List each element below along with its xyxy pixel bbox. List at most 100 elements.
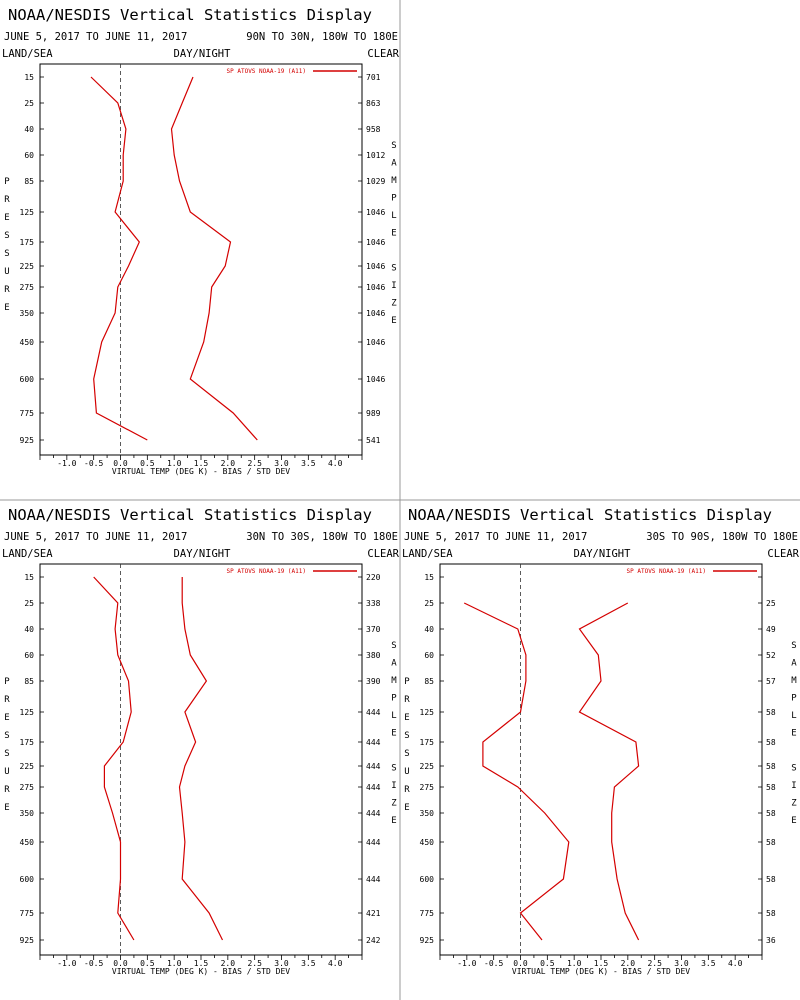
pressure-axis-letter: R — [4, 195, 10, 205]
sample-size-label: 1046 — [366, 375, 385, 384]
pressure-level-label: 175 — [420, 738, 435, 747]
pressure-axis-letter: E — [404, 713, 409, 723]
sample-size-label: 370 — [366, 625, 381, 634]
sample-size-label: 444 — [366, 838, 381, 847]
x-axis-ticks — [39, 955, 363, 960]
std-dev-line — [578, 602, 640, 941]
sample-size-axis-letter: I — [391, 781, 396, 791]
legend-label: SP ATOVS NOAA-19 (A11) — [227, 568, 306, 575]
x-tick-label: 3.0 — [274, 959, 289, 968]
day-night-label: DAY/NIGHT — [174, 48, 232, 60]
sample-size-axis-letter: L — [391, 211, 396, 221]
date-range: JUNE 5, 2017 TO JUNE 11, 2017 — [404, 531, 587, 543]
sample-size-axis-letter: A — [391, 159, 397, 169]
x-tick-label: -0.5 — [84, 459, 103, 468]
sample-size-label: 58 — [766, 809, 776, 818]
sample-size-label: 444 — [366, 738, 381, 747]
date-range: JUNE 5, 2017 TO JUNE 11, 2017 — [4, 31, 187, 43]
sample-size-axis-letter: M — [791, 676, 797, 686]
x-tick-label: 2.5 — [647, 959, 662, 968]
chart-panel-2: NOAA/NESDIS Vertical Statistics Display J… — [2, 506, 400, 976]
x-tick-label: 4.0 — [728, 959, 743, 968]
region-label: 30N TO 30S, 180W TO 180E — [246, 531, 398, 543]
sample-size-label: 242 — [366, 936, 381, 945]
bias-line — [93, 576, 135, 941]
sample-size-label: 1046 — [366, 238, 385, 247]
legend-label: SP ATOVS NOAA-19 (A11) — [627, 568, 706, 575]
pressure-level-label: 925 — [20, 936, 35, 945]
x-tick-label: 3.5 — [301, 459, 316, 468]
x-tick-label: 0.0 — [113, 959, 128, 968]
sample-size-label: 36 — [766, 936, 776, 945]
plot-frame — [439, 563, 763, 956]
pressure-level-label: 25 — [24, 99, 34, 108]
sample-size-axis-letter: M — [391, 176, 397, 186]
sample-size-label: 58 — [766, 909, 776, 918]
pressure-level-label: 350 — [20, 809, 35, 818]
day-night-label: DAY/NIGHT — [174, 548, 232, 560]
x-tick-label: 4.0 — [328, 459, 343, 468]
pressure-level-label: 350 — [420, 809, 435, 818]
sample-size-label: 1029 — [366, 177, 385, 186]
pressure-axis-letter: R — [4, 285, 10, 295]
pressure-level-label: 85 — [424, 677, 434, 686]
pressure-level-label: 85 — [24, 177, 34, 186]
pressure-level-label: 450 — [20, 838, 35, 847]
pressure-axis-letter: S — [4, 249, 9, 259]
sample-size-axis-letter: Z — [791, 799, 797, 809]
pressure-axis-letter: E — [4, 213, 9, 223]
sample-size-label: 1046 — [366, 262, 385, 271]
pressure-axis-letter: E — [4, 303, 9, 313]
x-tick-label: 2.5 — [247, 459, 262, 468]
sample-size-label: 52 — [766, 651, 776, 660]
x-tick-label: 0.0 — [513, 959, 528, 968]
region-label: 90N TO 30N, 180W TO 180E — [246, 31, 398, 43]
sample-size-label: 57 — [766, 677, 776, 686]
pressure-level-label: 275 — [20, 283, 35, 292]
sample-size-label: 958 — [366, 125, 381, 134]
sample-size-axis-letter: S — [391, 764, 396, 774]
x-tick-label: 4.0 — [328, 959, 343, 968]
x-tick-label: 0.5 — [140, 959, 155, 968]
std-dev-line — [170, 76, 258, 441]
sample-size-axis-letter: S — [791, 641, 796, 651]
bias-line — [90, 76, 148, 441]
x-tick-label: -0.5 — [484, 959, 503, 968]
sample-size-axis-letter: E — [391, 229, 396, 239]
sample-size-axis-letter: E — [391, 729, 396, 739]
sample-size-label: 863 — [366, 99, 381, 108]
pressure-level-label: 125 — [420, 708, 435, 717]
sample-size-label: 58 — [766, 783, 776, 792]
x-tick-label: -0.5 — [84, 959, 103, 968]
pressure-level-label: 60 — [24, 651, 34, 660]
chart-title: NOAA/NESDIS Vertical Statistics Display — [408, 506, 772, 524]
land-sea-label: LAND/SEA — [2, 548, 53, 560]
x-axis-label: VIRTUAL TEMP (DEG K) - BIAS / STD DEV — [112, 467, 290, 476]
x-tick-label: 0.5 — [140, 459, 155, 468]
sample-size-axis-letter: S — [391, 141, 396, 151]
sample-size-axis-letter: E — [391, 816, 396, 826]
x-tick-label: 0.5 — [540, 959, 555, 968]
sample-size-axis-letter: E — [791, 816, 796, 826]
x-axis-ticks — [39, 455, 363, 460]
plot-frame — [39, 563, 363, 956]
pressure-level-label: 450 — [420, 838, 435, 847]
land-sea-label: LAND/SEA — [402, 548, 453, 560]
sample-size-label: 58 — [766, 762, 776, 771]
pressure-level-label: 275 — [420, 783, 435, 792]
std-dev-line — [178, 577, 224, 941]
chart-title: NOAA/NESDIS Vertical Statistics Display — [8, 6, 372, 24]
pressure-level-label: 15 — [424, 573, 434, 582]
date-range: JUNE 5, 2017 TO JUNE 11, 2017 — [4, 531, 187, 543]
sample-size-label: 58 — [766, 875, 776, 884]
sample-size-label: 1046 — [366, 309, 385, 318]
sample-size-axis-letter: P — [391, 694, 397, 704]
pressure-level-label: 600 — [20, 875, 35, 884]
sample-size-label: 444 — [366, 762, 381, 771]
x-tick-label: -1.0 — [57, 959, 76, 968]
pressure-level-label: 925 — [420, 936, 435, 945]
x-tick-label: 2.0 — [621, 959, 636, 968]
sample-size-axis-letter: I — [791, 781, 796, 791]
day-night-label: DAY/NIGHT — [574, 548, 632, 560]
region-label: 30S TO 90S, 180W TO 180E — [646, 531, 798, 543]
